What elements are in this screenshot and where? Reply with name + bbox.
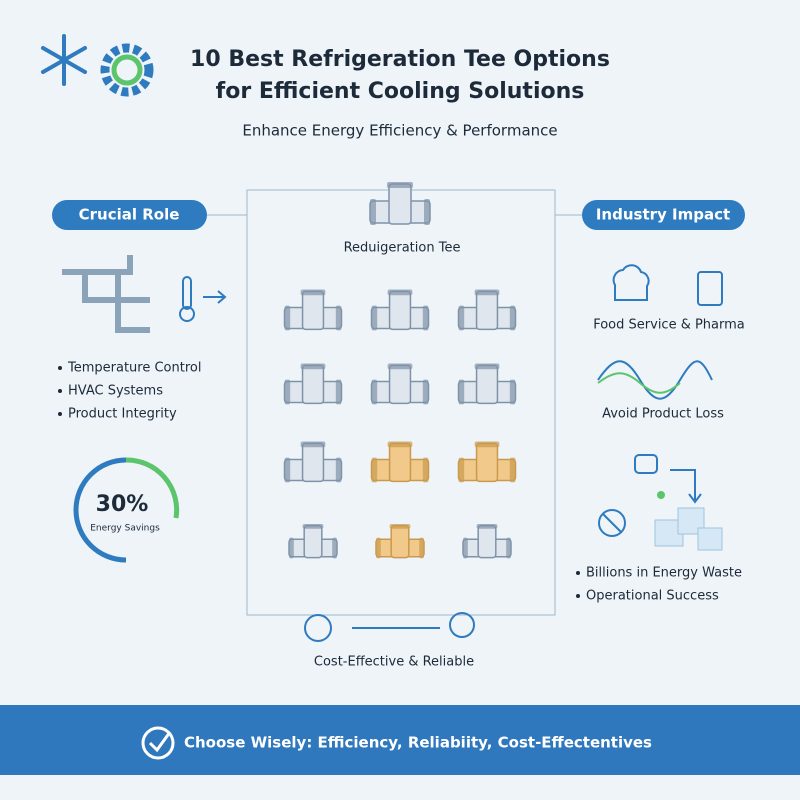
- right-heading: Industry Impact: [596, 206, 730, 224]
- bullet: [576, 571, 580, 575]
- pipe-icon: [62, 255, 150, 333]
- tee-fitting: [422, 379, 429, 405]
- ice-icons: [598, 454, 723, 551]
- center-label: Reduigeration Tee: [344, 241, 461, 256]
- tee-fitting: [371, 305, 378, 331]
- tee-fitting: [300, 289, 326, 296]
- food-pharma-icons: [612, 264, 723, 306]
- tee-fitting: [474, 441, 500, 448]
- banner: [0, 705, 800, 775]
- wave-icon: [597, 360, 713, 400]
- tee-fitting: [389, 524, 411, 529]
- dollar-icon: [304, 614, 332, 642]
- list-item: Operational Success: [586, 589, 719, 604]
- tee-fitting: [300, 441, 326, 448]
- tee-fitting: [332, 537, 337, 559]
- gauge: [73, 457, 180, 563]
- heading-pill: [52, 200, 207, 230]
- tee-fitting: [387, 289, 413, 296]
- tee-fitting: [289, 537, 294, 559]
- tee-branch: [303, 524, 323, 559]
- tee-fitting: [419, 537, 424, 559]
- tee-fitting: [463, 537, 468, 559]
- heading-pill: [582, 200, 745, 230]
- center-footer: Cost-Effective & Reliable: [314, 655, 474, 670]
- tee-fitting: [284, 457, 291, 483]
- tee-fitting: [284, 379, 291, 405]
- tee-fitting: [458, 379, 465, 405]
- list-item: HVAC Systems: [68, 384, 163, 399]
- tee-fitting: [302, 524, 324, 529]
- bullet: [58, 412, 62, 416]
- check-icon: [148, 731, 172, 753]
- tee-fitting: [422, 305, 429, 331]
- tee-fitting: [506, 537, 511, 559]
- tee-fitting: [509, 379, 516, 405]
- tee-branch: [388, 442, 412, 483]
- list-item: Product Integrity: [68, 407, 177, 422]
- title: for Efficient Cooling Solutions: [216, 79, 585, 104]
- wrench-icon: [449, 612, 475, 638]
- tee-branch: [301, 290, 325, 331]
- right-caption: Food Service & Pharma: [593, 318, 745, 333]
- title: 10 Best Refrigeration Tee Options: [190, 47, 610, 72]
- tee-branch: [388, 183, 412, 225]
- wave-icon: [597, 372, 681, 394]
- tee-grid: [283, 182, 517, 559]
- banner-text: Choose Wisely: Efficiency, Reliabiity, C…: [184, 734, 652, 752]
- tee-fitting: [476, 524, 498, 529]
- list-item: Temperature Control: [67, 361, 201, 376]
- tee-branch: [475, 364, 499, 405]
- list-item: Billions in Energy Waste: [586, 566, 742, 581]
- tee-fitting: [509, 305, 516, 331]
- tee-fitting: [284, 305, 291, 331]
- tee-fitting: [376, 537, 381, 559]
- tee-branch: [388, 290, 412, 331]
- tee-fitting: [424, 199, 430, 225]
- tee-branch: [388, 364, 412, 405]
- gear-icon: [100, 43, 154, 97]
- tee-branch: [477, 524, 497, 559]
- snowflake-icon: [41, 34, 87, 86]
- tee-branch: [475, 442, 499, 483]
- tee-fitting: [387, 441, 413, 448]
- tee-fitting: [509, 457, 516, 483]
- tee-fitting: [387, 363, 413, 370]
- left-heading: Crucial Role: [79, 206, 180, 224]
- tee-fitting: [335, 457, 342, 483]
- tee-branch: [475, 290, 499, 331]
- bullet: [58, 389, 62, 393]
- gauge-value: 30%: [96, 492, 149, 517]
- tee-fitting: [300, 363, 326, 370]
- thermometer-icon: [179, 276, 227, 322]
- subtitle: Enhance Energy Efficiency & Performance: [242, 122, 557, 140]
- gauge-label: Energy Savings: [90, 524, 160, 534]
- tee-branch: [301, 442, 325, 483]
- right-caption: Avoid Product Loss: [602, 407, 724, 422]
- tee-fitting: [335, 305, 342, 331]
- tee-fitting: [387, 182, 413, 188]
- tee-fitting: [422, 457, 429, 483]
- bullet: [576, 594, 580, 598]
- tee-fitting: [458, 305, 465, 331]
- tee-branch: [390, 524, 410, 559]
- tee-fitting: [371, 379, 378, 405]
- tee-fitting: [371, 457, 378, 483]
- check-icon: [141, 726, 175, 760]
- tee-fitting: [458, 457, 465, 483]
- tee-fitting: [474, 363, 500, 370]
- tee-fitting: [370, 199, 376, 225]
- tee-branch: [301, 364, 325, 405]
- tee-fitting: [474, 289, 500, 296]
- tee-fitting: [335, 379, 342, 405]
- bullet: [58, 366, 62, 370]
